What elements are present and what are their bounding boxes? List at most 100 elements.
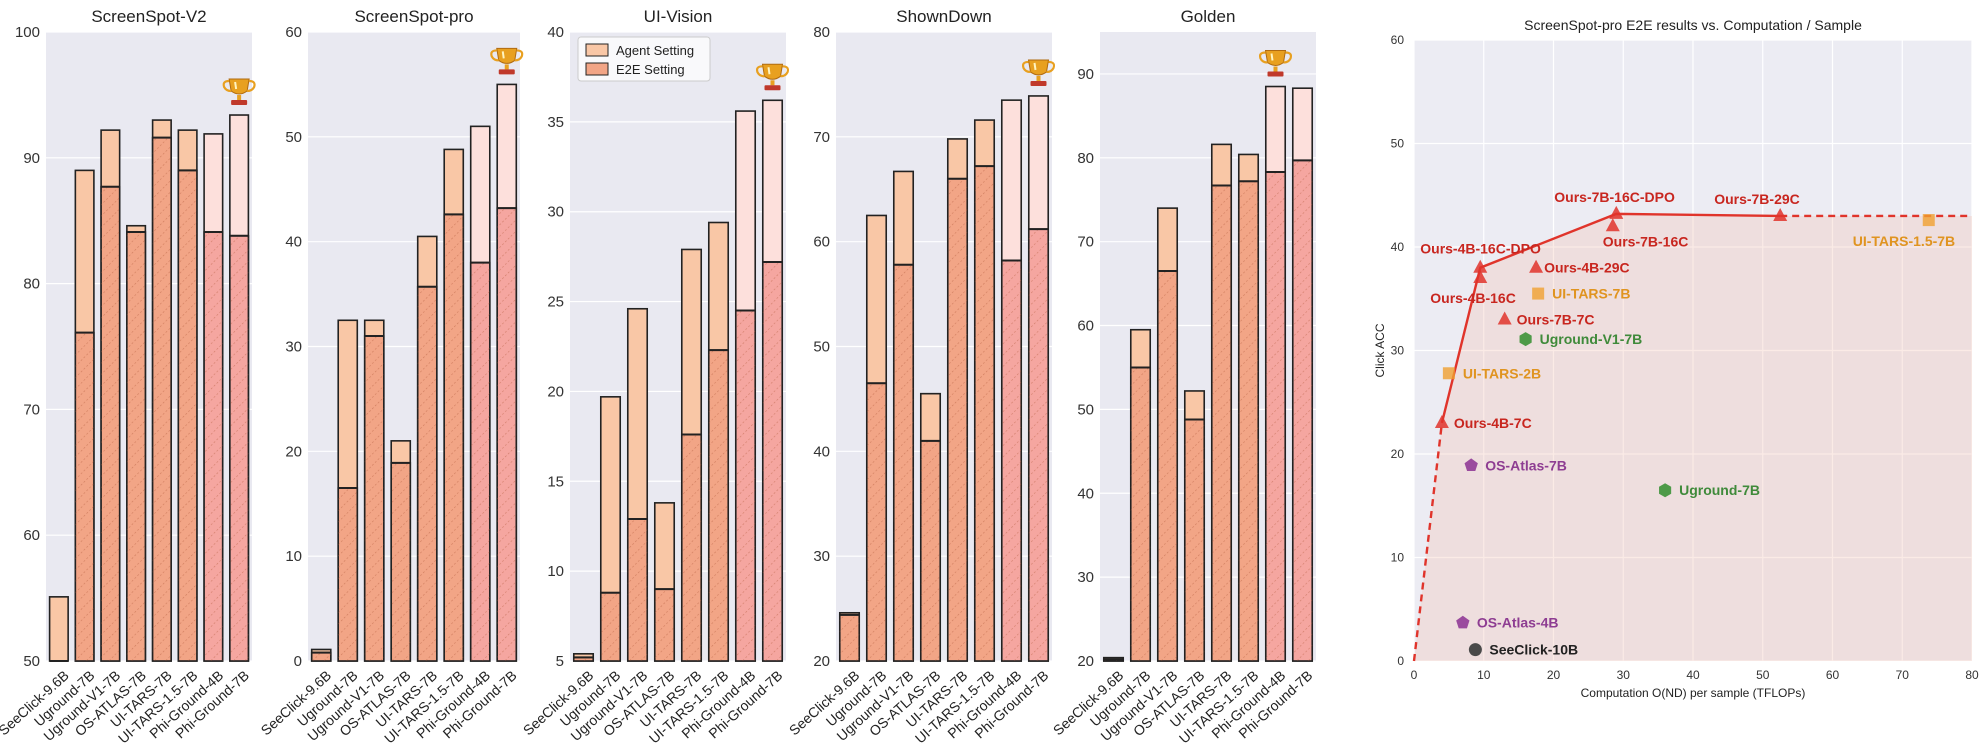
bar-e2e-hatch <box>204 232 223 661</box>
y-tick-label: 40 <box>813 443 830 460</box>
y-tick-label: 10 <box>285 548 302 565</box>
point-label: Ours-7B-29C <box>1714 191 1800 207</box>
y-tick-label: 20 <box>813 653 830 670</box>
bar-e2e-hatch <box>152 137 172 661</box>
scatter-point-uground-v1-7b: Uground-V1-7B <box>1519 331 1643 347</box>
scatter-point-ui-tars-1-5-7b: UI-TARS-1.5-7B <box>1853 214 1955 249</box>
y-tick-label: 35 <box>547 114 564 131</box>
scatter-point-ui-tars-7b: UI-TARS-7B <box>1532 286 1630 302</box>
bar-chart-golden: 2030405060708090GoldenSeeClick-9.6BUgrou… <box>1050 7 1316 746</box>
scatter-point-ours-4b-7c: Ours-4B-7C <box>1434 414 1532 431</box>
y-tick-label: 30 <box>813 548 830 565</box>
bar-e2e-hatch <box>101 186 120 661</box>
y-tick-label: 0 <box>1397 654 1404 668</box>
bar-e2e-hatch <box>839 614 860 661</box>
legend-label-e2e: E2E Setting <box>616 62 685 77</box>
bar-e2e-hatch <box>338 488 358 661</box>
y-tick-label: 50 <box>23 653 40 670</box>
bar-e2e-hatch <box>391 462 411 661</box>
y-tick-label: 30 <box>285 339 302 356</box>
y-tick-label: 50 <box>813 339 830 356</box>
point-label: Ours-7B-16C <box>1603 233 1689 249</box>
point-label: Ours-4B-16C-DPO <box>1420 241 1541 257</box>
bar-e2e-hatch <box>573 657 594 661</box>
legend-swatch-e2e <box>585 62 609 76</box>
y-tick-label: 30 <box>1077 569 1094 586</box>
point-marker <box>1605 218 1620 232</box>
y-tick-label: 100 <box>15 24 40 41</box>
x-tick-label: 60 <box>1826 668 1840 682</box>
bar-e2e-hatch <box>893 264 914 661</box>
y-tick-label: 90 <box>1077 66 1094 83</box>
point-label: UI-TARS-7B <box>1552 286 1630 302</box>
bar-e2e-hatch <box>364 336 384 661</box>
bar-e2e-hatch <box>126 232 146 661</box>
x-tick-label: 40 <box>1686 668 1700 682</box>
chart-title: ScreenSpot-V2 <box>91 7 206 26</box>
x-tick-label: 20 <box>1547 668 1561 682</box>
y-tick-label: 50 <box>285 129 302 146</box>
bar-e2e-hatch <box>1184 419 1205 661</box>
y-tick-label: 60 <box>23 527 40 544</box>
frontier-area <box>1414 213 1972 661</box>
legend: Agent Setting E2E Setting <box>577 36 711 82</box>
frontier-line <box>1440 212 1781 424</box>
point-marker <box>1434 414 1449 428</box>
x-axis-label: Computation O(ND) per sample (TFLOPs) <box>1581 686 1806 700</box>
scatter-point-ours-4b-16c-dpo: Ours-4B-16C-DPO <box>1420 241 1541 273</box>
bar-chart-ui-vision: 510152025303540UI-VisionSeeClick-9.6BUgr… <box>520 7 790 746</box>
bar-e2e-hatch <box>708 350 729 661</box>
point-marker <box>1442 367 1455 380</box>
point-marker <box>1922 214 1935 227</box>
bar-e2e-hatch <box>866 383 887 661</box>
x-tick-label: 70 <box>1896 668 1910 682</box>
bar-e2e-hatch <box>497 208 517 661</box>
chart-title: UI-Vision <box>644 7 713 26</box>
chart-title: ScreenSpot-pro E2E results vs. Computati… <box>1524 17 1862 33</box>
y-tick-label: 20 <box>1391 447 1405 461</box>
y-tick-label: 10 <box>1391 551 1405 565</box>
point-marker <box>1519 332 1532 347</box>
point-label: Uground-7B <box>1679 482 1760 498</box>
scatter-point-ours-4b-16c: Ours-4B-16C <box>1430 270 1516 306</box>
y-tick-label: 10 <box>547 563 564 580</box>
point-marker <box>1497 311 1512 325</box>
bar-e2e-hatch <box>444 214 464 661</box>
point-label: OS-Atlas-4B <box>1477 615 1559 631</box>
legend-swatch-agent <box>585 43 609 57</box>
bar-e2e-hatch <box>1238 181 1259 662</box>
x-tick-label: 80 <box>1965 668 1979 682</box>
point-marker <box>1468 643 1482 657</box>
scatter-point-os-atlas-4b: OS-Atlas-4B <box>1456 615 1559 631</box>
point-label: Ours-4B-16C <box>1430 290 1516 306</box>
chart-title: Golden <box>1181 7 1236 26</box>
scatter-point-ours-7b-7c: Ours-7B-7C <box>1497 311 1594 327</box>
bar-e2e-hatch <box>1292 160 1313 662</box>
bar-e2e-hatch <box>470 262 490 661</box>
y-tick-label: 70 <box>813 129 830 146</box>
y-tick-label: 20 <box>285 443 302 460</box>
point-label: Uground-V1-7B <box>1540 331 1643 347</box>
scatter-point-ours-7b-16c-dpo: Ours-7B-16C-DPO <box>1554 189 1675 219</box>
point-label: Ours-4B-29C <box>1544 260 1630 276</box>
chart-title: ShownDown <box>896 7 991 26</box>
bar-e2e-hatch <box>974 166 995 662</box>
point-label: Ours-7B-16C-DPO <box>1554 189 1675 205</box>
scatter-point-seeclick-10b: SeeClick-10B <box>1468 642 1578 658</box>
y-tick-label: 60 <box>1391 33 1405 47</box>
scatter-panel: 0 10 20 30 40 50 60 0 10 20 30 40 50 60 70 80 Ours-4B-7C… <box>1373 17 1979 700</box>
y-tick-label: 60 <box>1077 318 1094 335</box>
scatter-point-ui-tars-2b: UI-TARS-2B <box>1442 365 1541 381</box>
y-tick-label: 15 <box>547 473 564 490</box>
scatter-point-ours-4b-29c: Ours-4B-29C <box>1529 259 1630 276</box>
point-marker <box>1529 259 1544 273</box>
y-tick-label: 40 <box>1391 240 1405 254</box>
bar-e2e-hatch <box>1211 185 1232 661</box>
trophy-icon <box>222 78 256 106</box>
bar-e2e-hatch <box>1028 229 1049 661</box>
y-tick-label: 0 <box>294 653 302 670</box>
legend-box <box>577 36 711 82</box>
bar-e2e-hatch <box>627 519 648 661</box>
point-marker <box>1473 270 1488 284</box>
